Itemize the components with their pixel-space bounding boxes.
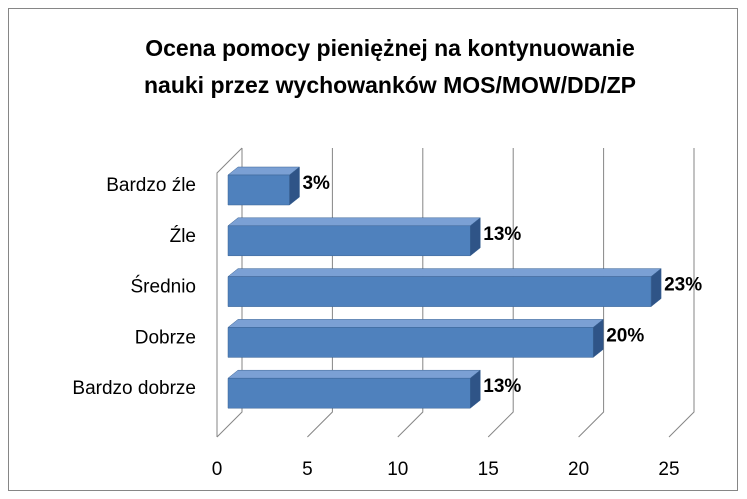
- bar: [227, 217, 481, 257]
- category-label: Średnio: [131, 276, 197, 298]
- grid-line: [487, 148, 514, 438]
- bar-top: [227, 369, 481, 379]
- data-label: 20%: [606, 325, 644, 346]
- x-tick-label: 15: [478, 459, 499, 480]
- grid-line: [578, 148, 605, 438]
- bar-front: [227, 174, 290, 206]
- chart-title: Ocena pomocy pieniężnej na kontynuowanie…: [144, 35, 636, 98]
- bar: [227, 318, 604, 358]
- bar: [227, 166, 301, 206]
- bar-front: [227, 225, 471, 257]
- x-tick-label: 10: [387, 459, 408, 480]
- bar-top: [227, 166, 301, 176]
- grid-line: [668, 148, 695, 438]
- wall-line: [216, 147, 243, 437]
- bar-front: [227, 327, 594, 358]
- category-label: Dobrze: [135, 327, 196, 348]
- category-label: Bardzo źle: [106, 175, 196, 196]
- category-label: Źle: [170, 226, 196, 247]
- bar: [227, 268, 662, 308]
- category-label: Bardzo dobrze: [72, 378, 196, 399]
- data-label: 23%: [664, 275, 702, 296]
- bar-top: [227, 217, 481, 227]
- bar-front: [227, 377, 471, 409]
- bar-top: [227, 319, 604, 328]
- data-label: 3%: [302, 173, 330, 194]
- x-tick-label: 20: [568, 459, 589, 480]
- bar-front: [227, 276, 652, 307]
- data-label: 13%: [483, 224, 521, 245]
- x-tick-label: 0: [212, 459, 223, 480]
- bar: [227, 369, 481, 409]
- x-tick-label: 25: [658, 459, 679, 480]
- bar-top: [227, 268, 662, 277]
- x-tick-label: 5: [302, 459, 313, 480]
- data-label: 13%: [483, 376, 521, 397]
